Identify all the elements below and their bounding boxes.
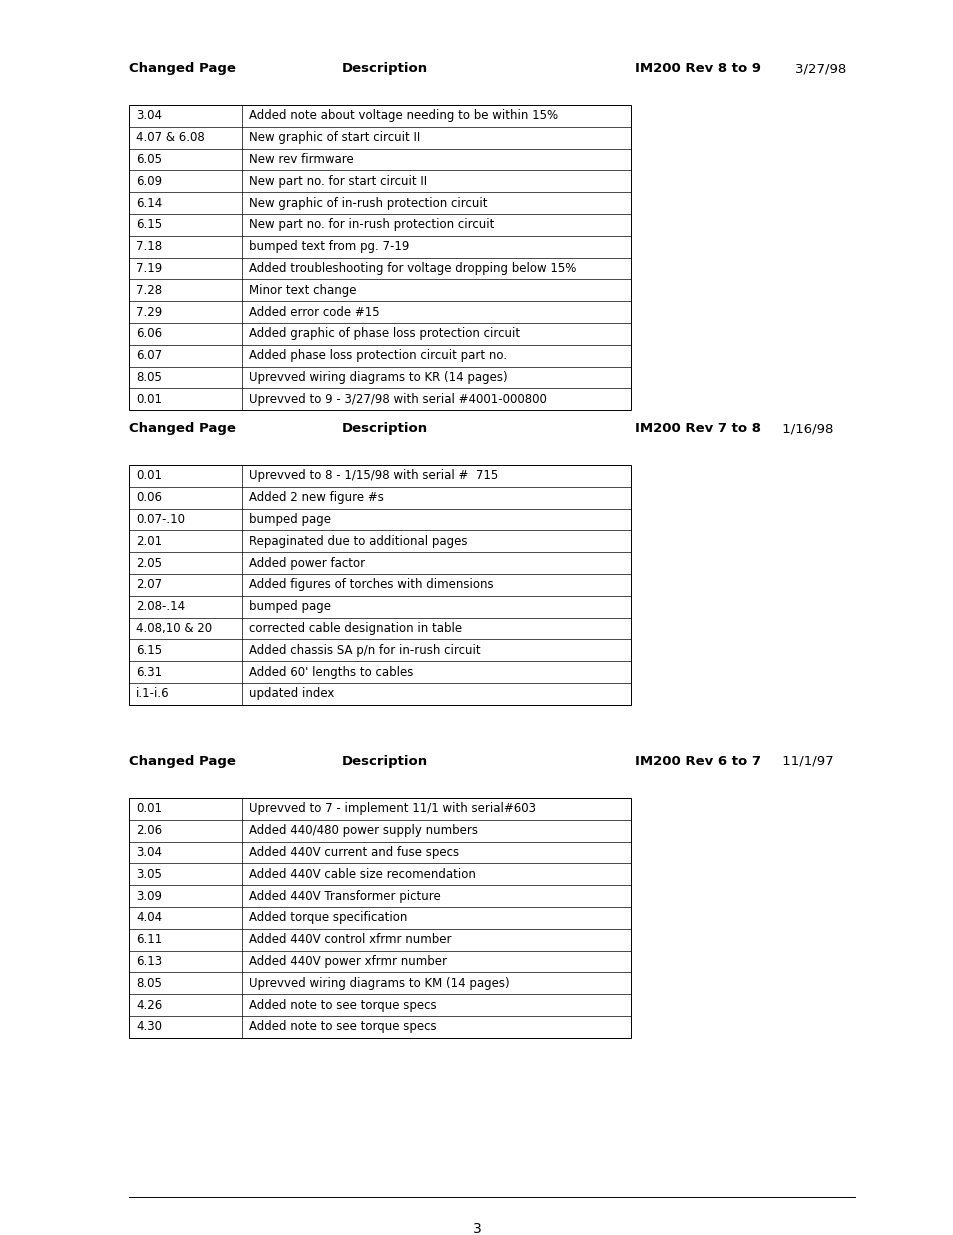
Text: 7.29: 7.29	[136, 305, 162, 319]
Text: 6.13: 6.13	[136, 955, 162, 968]
Text: Added 60' lengths to cables: Added 60' lengths to cables	[249, 666, 413, 678]
Text: 2.01: 2.01	[136, 535, 162, 548]
Text: IM200 Rev 7 to 8: IM200 Rev 7 to 8	[635, 422, 760, 435]
Text: Added figures of torches with dimensions: Added figures of torches with dimensions	[249, 578, 493, 592]
Text: 2.06: 2.06	[136, 824, 162, 837]
Text: updated index: updated index	[249, 688, 334, 700]
Text: IM200 Rev 6 to 7: IM200 Rev 6 to 7	[635, 755, 760, 768]
Text: 8.05: 8.05	[136, 370, 162, 384]
Text: Changed Page: Changed Page	[129, 422, 235, 435]
Text: 3.04: 3.04	[136, 110, 162, 122]
Text: 0.06: 0.06	[136, 492, 162, 504]
Text: Added 440V cable size recomendation: Added 440V cable size recomendation	[249, 868, 476, 881]
Text: Changed Page: Changed Page	[129, 62, 235, 75]
Text: Added power factor: Added power factor	[249, 557, 365, 569]
Text: 1/16/98: 1/16/98	[778, 422, 833, 435]
Text: 3.04: 3.04	[136, 846, 162, 860]
Text: 0.01: 0.01	[136, 469, 162, 483]
Text: 0.07-.10: 0.07-.10	[136, 513, 185, 526]
Text: 2.08-.14: 2.08-.14	[136, 600, 185, 614]
Text: Changed Page: Changed Page	[129, 755, 235, 768]
Text: Uprevved wiring diagrams to KR (14 pages): Uprevved wiring diagrams to KR (14 pages…	[249, 370, 507, 384]
Text: i.1-i.6: i.1-i.6	[136, 688, 170, 700]
Text: Added 440V current and fuse specs: Added 440V current and fuse specs	[249, 846, 458, 860]
Text: corrected cable designation in table: corrected cable designation in table	[249, 622, 461, 635]
Text: New part no. for in-rush protection circuit: New part no. for in-rush protection circ…	[249, 219, 494, 231]
Text: bumped text from pg. 7-19: bumped text from pg. 7-19	[249, 240, 409, 253]
Text: bumped page: bumped page	[249, 600, 331, 614]
Text: Added note to see torque specs: Added note to see torque specs	[249, 999, 436, 1011]
Text: Added troubleshooting for voltage dropping below 15%: Added troubleshooting for voltage droppi…	[249, 262, 576, 275]
Text: 6.09: 6.09	[136, 175, 162, 188]
Text: New rev firmware: New rev firmware	[249, 153, 354, 165]
Text: Added 440V power xfrmr number: Added 440V power xfrmr number	[249, 955, 447, 968]
Text: New graphic of in-rush protection circuit: New graphic of in-rush protection circui…	[249, 196, 487, 210]
Text: 4.26: 4.26	[136, 999, 162, 1011]
Text: Added 2 new figure #s: Added 2 new figure #s	[249, 492, 383, 504]
Text: 3.05: 3.05	[136, 868, 162, 881]
Text: 6.06: 6.06	[136, 327, 162, 341]
Text: Uprevved to 7 - implement 11/1 with serial#603: Uprevved to 7 - implement 11/1 with seri…	[249, 803, 536, 815]
Text: Description: Description	[341, 422, 428, 435]
Bar	[129, 798, 630, 1037]
Text: 8.05: 8.05	[136, 977, 162, 989]
Text: 6.31: 6.31	[136, 666, 162, 678]
Text: 6.14: 6.14	[136, 196, 162, 210]
Text: Added note to see torque specs: Added note to see torque specs	[249, 1020, 436, 1034]
Text: 3: 3	[472, 1221, 481, 1235]
Text: 6.05: 6.05	[136, 153, 162, 165]
Text: bumped page: bumped page	[249, 513, 331, 526]
Text: Repaginated due to additional pages: Repaginated due to additional pages	[249, 535, 467, 548]
Text: 3.09: 3.09	[136, 889, 162, 903]
Text: Added graphic of phase loss protection circuit: Added graphic of phase loss protection c…	[249, 327, 519, 341]
Text: 7.19: 7.19	[136, 262, 162, 275]
Text: Added torque specification: Added torque specification	[249, 911, 407, 925]
Text: 0.01: 0.01	[136, 803, 162, 815]
Text: 11/1/97: 11/1/97	[778, 755, 833, 768]
Text: 4.30: 4.30	[136, 1020, 162, 1034]
Text: 3/27/98: 3/27/98	[778, 62, 845, 75]
Text: Added 440/480 power supply numbers: Added 440/480 power supply numbers	[249, 824, 477, 837]
Text: Added 440V control xfrmr number: Added 440V control xfrmr number	[249, 934, 451, 946]
Text: New graphic of start circuit II: New graphic of start circuit II	[249, 131, 420, 144]
Text: New part no. for start circuit II: New part no. for start circuit II	[249, 175, 427, 188]
Text: 0.01: 0.01	[136, 393, 162, 406]
Text: Uprevved to 8 - 1/15/98 with serial #  715: Uprevved to 8 - 1/15/98 with serial # 71…	[249, 469, 497, 483]
Text: 4.04: 4.04	[136, 911, 162, 925]
Text: Uprevved wiring diagrams to KM (14 pages): Uprevved wiring diagrams to KM (14 pages…	[249, 977, 509, 989]
Text: 7.28: 7.28	[136, 284, 162, 296]
Text: 7.18: 7.18	[136, 240, 162, 253]
Text: 6.07: 6.07	[136, 350, 162, 362]
Bar	[129, 466, 630, 705]
Text: 6.15: 6.15	[136, 643, 162, 657]
Text: 4.08,10 & 20: 4.08,10 & 20	[136, 622, 212, 635]
Text: IM200 Rev 8 to 9: IM200 Rev 8 to 9	[635, 62, 760, 75]
Text: Description: Description	[341, 755, 428, 768]
Text: 4.07 & 6.08: 4.07 & 6.08	[136, 131, 205, 144]
Text: 2.07: 2.07	[136, 578, 162, 592]
Bar	[129, 105, 630, 410]
Text: Added 440V Transformer picture: Added 440V Transformer picture	[249, 889, 440, 903]
Text: Added note about voltage needing to be within 15%: Added note about voltage needing to be w…	[249, 110, 558, 122]
Text: Description: Description	[341, 62, 428, 75]
Text: Added chassis SA p/n for in-rush circuit: Added chassis SA p/n for in-rush circuit	[249, 643, 480, 657]
Text: Added error code #15: Added error code #15	[249, 305, 379, 319]
Text: 6.15: 6.15	[136, 219, 162, 231]
Text: Minor text change: Minor text change	[249, 284, 356, 296]
Text: 6.11: 6.11	[136, 934, 162, 946]
Text: Added phase loss protection circuit part no.: Added phase loss protection circuit part…	[249, 350, 506, 362]
Text: 2.05: 2.05	[136, 557, 162, 569]
Text: Uprevved to 9 - 3/27/98 with serial #4001-000800: Uprevved to 9 - 3/27/98 with serial #400…	[249, 393, 546, 406]
